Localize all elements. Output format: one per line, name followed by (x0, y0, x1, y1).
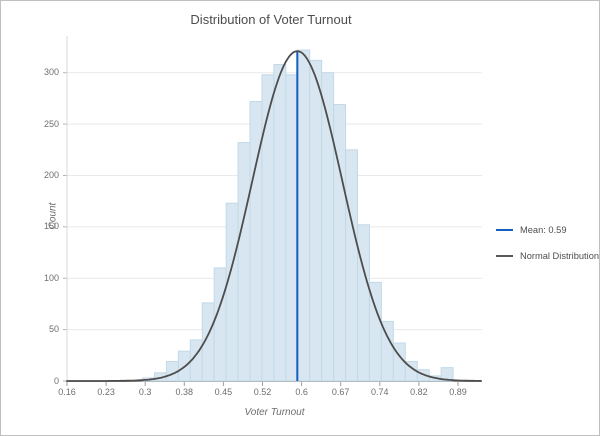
histogram-bar[interactable] (380, 320, 394, 382)
histogram-bar[interactable] (345, 149, 359, 382)
histogram-bar[interactable] (261, 74, 275, 382)
x-tick-label: 0.67 (331, 387, 350, 397)
x-tick-label: 0.3 (138, 387, 152, 397)
histogram-bar[interactable] (285, 74, 299, 382)
y-tick-label: 200 (43, 169, 59, 180)
chart-legend: Mean: 0.59 Normal Distribution (496, 217, 599, 269)
histogram-bar[interactable] (357, 224, 370, 382)
chart-title: Distribution of Voter Turnout (190, 12, 352, 27)
x-tick-label: 0.16 (58, 387, 76, 397)
histogram-bar[interactable] (297, 49, 311, 382)
y-tick-label: 150 (43, 221, 59, 232)
x-tick-label: 0.45 (214, 387, 233, 397)
legend-line-icon (496, 255, 513, 257)
x-tick-label: 0.82 (410, 387, 428, 397)
legend-line-icon (496, 229, 513, 231)
x-tick-label: 0.89 (449, 387, 467, 397)
x-tick-label: 0.74 (371, 387, 389, 397)
y-tick-label: 250 (43, 118, 59, 129)
x-axis-title: Voter Turnout (244, 407, 305, 418)
x-tick-label: 0.52 (253, 387, 272, 397)
histogram-bar[interactable] (440, 367, 454, 382)
x-tick-label: 0.6 (295, 387, 308, 397)
y-tick-label: 100 (43, 272, 59, 283)
legend-label: Mean: 0.59 (520, 225, 567, 235)
histogram-bar[interactable] (225, 202, 239, 382)
x-tick-label: 0.38 (175, 387, 194, 397)
histogram-bar[interactable] (213, 267, 227, 382)
y-tick-label: 50 (48, 324, 59, 335)
histogram-bar[interactable] (333, 104, 347, 382)
histogram-bar[interactable] (273, 63, 287, 382)
legend-entry-mean: Mean: 0.59 (496, 217, 599, 243)
legend-entry-normal-distribution: Normal Distribution (496, 243, 599, 269)
x-tick-label: 0.23 (97, 387, 115, 397)
y-tick-label: 300 (43, 67, 59, 78)
histogram-bar[interactable] (309, 59, 323, 382)
y-tick-label: 0 (53, 375, 59, 386)
histogram-bar[interactable] (237, 142, 251, 382)
normal-distribution-curve (66, 50, 482, 382)
legend-label: Normal Distribution (520, 251, 600, 261)
